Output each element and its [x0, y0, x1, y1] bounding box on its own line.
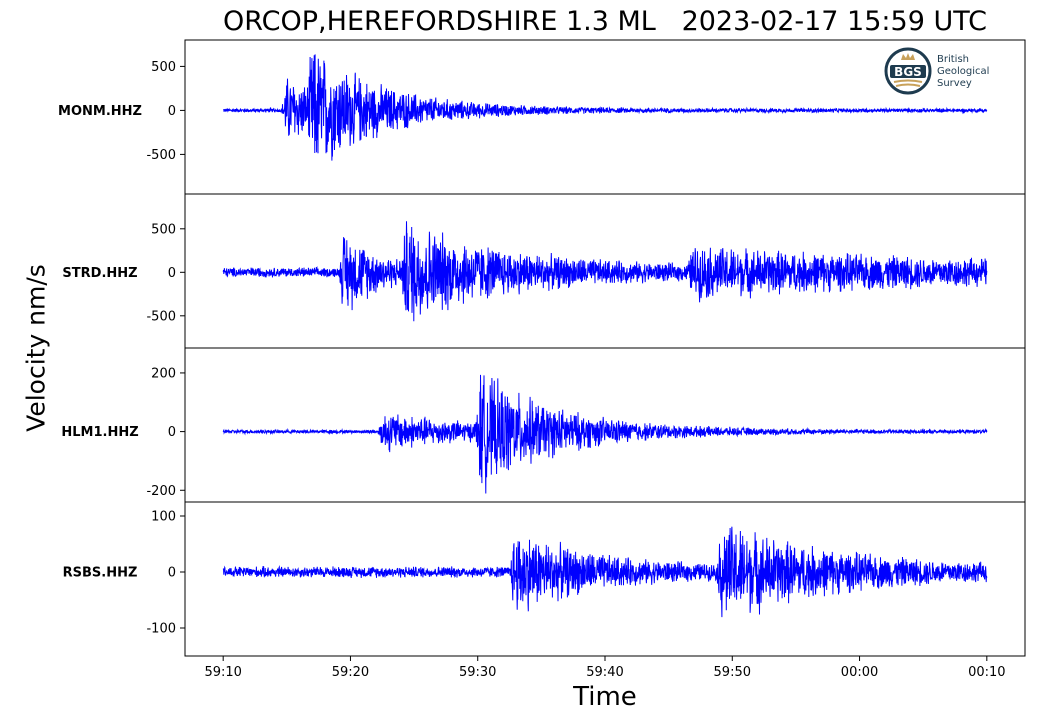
y-tick-label: -200	[146, 484, 176, 499]
bgs-logo-badge: BGS	[894, 65, 922, 79]
x-ticks-layer: 59:10 59:20 59:30 59:40 59:50 00:00 00:10	[204, 656, 1006, 680]
y-tick-label: 200	[151, 366, 176, 381]
panel-frame	[184, 347, 1026, 503]
bgs-logo-strata-icon	[893, 79, 923, 87]
bgs-logo-band	[890, 65, 926, 78]
y-tick-label: 0	[168, 566, 176, 581]
x-tick-label: 59:40	[586, 665, 623, 680]
bgs-logo-line3: Survey	[937, 78, 972, 89]
y-ticks-layer: 500 0 -500 500 0 -500 200 0 -200 100 0 -100	[146, 60, 185, 637]
x-tick-label: 59:20	[332, 665, 369, 680]
x-tick-label: 00:00	[841, 665, 878, 680]
y-tick-label: 0	[168, 266, 176, 281]
station-label: HLM1.HHZ	[61, 425, 138, 440]
y-tick-label: 500	[151, 60, 176, 75]
x-tick-label: 59:50	[714, 665, 751, 680]
bgs-logo-crown-icon	[901, 53, 915, 60]
y-tick-label: -500	[146, 148, 176, 163]
chart-title: ORCOP,HEREFORDSHIRE 1.3 ML 2023-02-17 15…	[223, 6, 987, 37]
station-label: MONM.HHZ	[58, 104, 142, 119]
station-label: STRD.HHZ	[62, 266, 137, 281]
traces-layer	[222, 54, 988, 618]
trace-strd-hhz	[222, 221, 988, 322]
trace-rsbs-hhz	[222, 526, 988, 618]
trace-hlm1-hhz	[222, 374, 988, 494]
y-tick-label: 0	[168, 425, 176, 440]
y-tick-label: 500	[151, 222, 176, 237]
x-tick-label: 59:30	[459, 665, 496, 680]
bgs-logo-line2: Geological	[937, 66, 989, 77]
y-tick-label: -100	[146, 622, 176, 637]
bgs-logo: BGS British Geological Survey	[884, 47, 989, 95]
y-tick-label: 0	[168, 104, 176, 119]
station-labels: MONM.HHZ STRD.HHZ HLM1.HHZ RSBS.HHZ	[58, 104, 142, 581]
x-tick-label: 59:10	[204, 665, 241, 680]
y-tick-label: -500	[146, 309, 176, 324]
x-axis-label: Time	[573, 682, 637, 712]
y-tick-label: 100	[151, 510, 176, 525]
x-tick-label: 00:10	[968, 665, 1005, 680]
bgs-logo-line1: British	[937, 54, 969, 65]
station-label: RSBS.HHZ	[63, 566, 138, 581]
trace-monm-hhz	[222, 54, 988, 161]
panel-frame	[184, 501, 1026, 657]
